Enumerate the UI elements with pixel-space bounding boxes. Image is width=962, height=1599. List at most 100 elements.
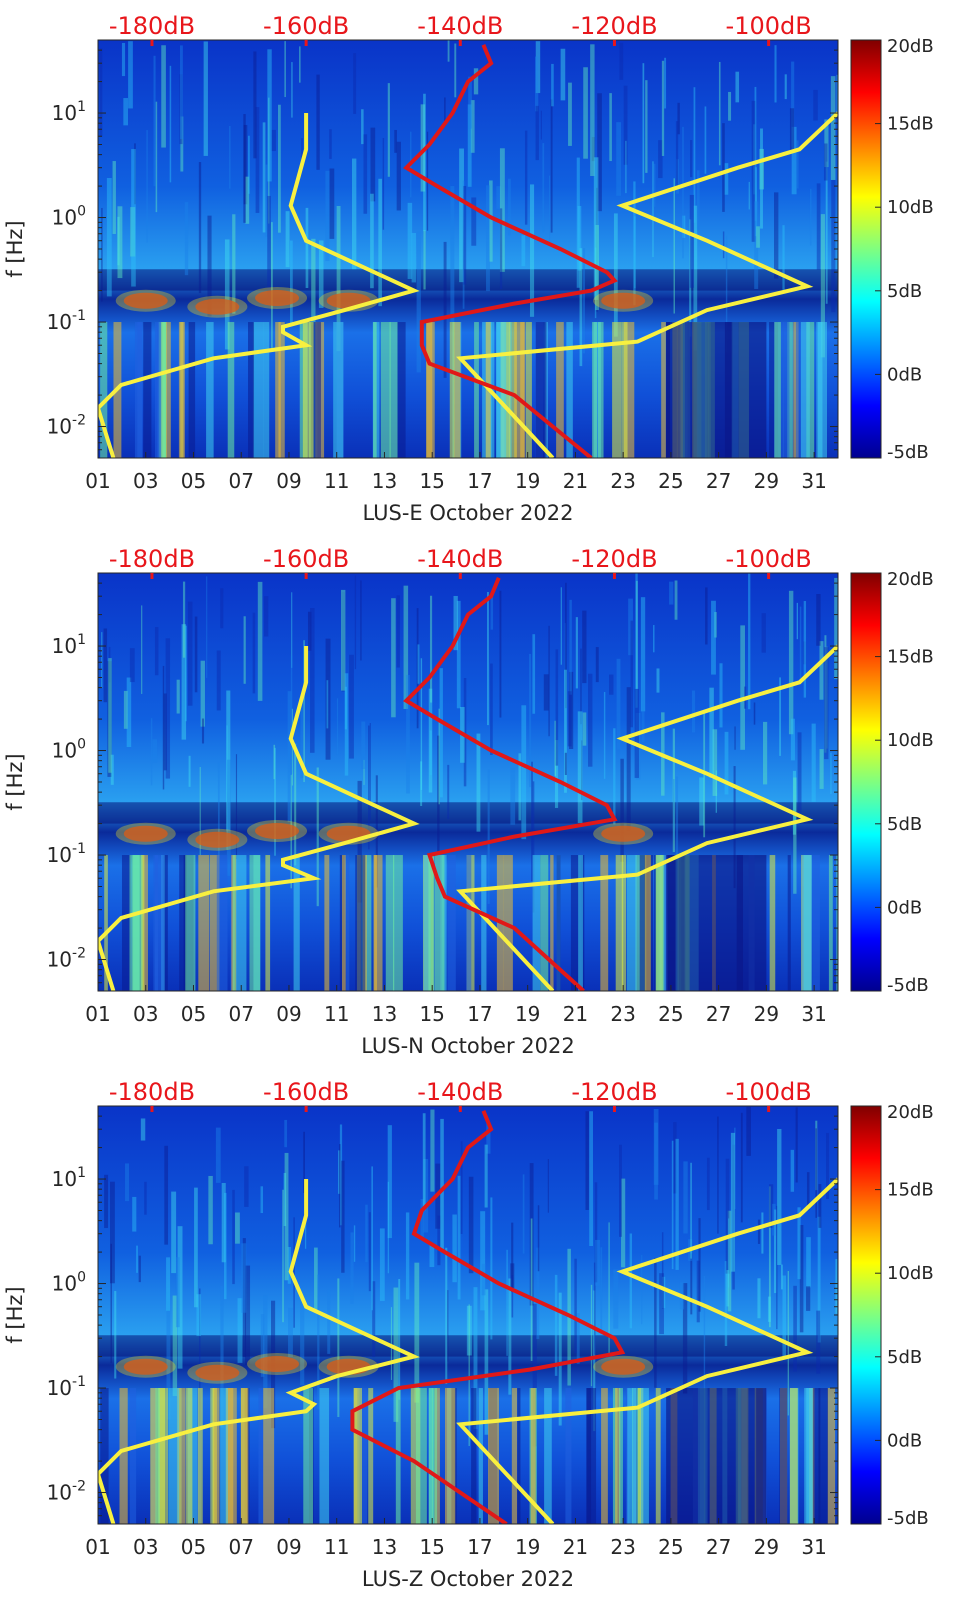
y-tick-label: 10-1 — [47, 308, 86, 334]
top-db-label: -100dB — [726, 12, 812, 40]
colorbar — [850, 1105, 882, 1525]
x-tick-label: 25 — [658, 1535, 683, 1559]
x-axis-title: LUS-N October 2022 — [361, 1034, 574, 1058]
x-tick-label: 25 — [658, 1002, 683, 1026]
x-tick-label: 15 — [419, 1535, 444, 1559]
x-tick-label: 29 — [754, 1002, 779, 1026]
top-db-label: -180dB — [109, 545, 195, 573]
x-tick-label: 13 — [372, 1535, 397, 1559]
x-tick-label: 27 — [706, 469, 731, 493]
top-db-label: -100dB — [726, 1078, 812, 1106]
y-axis-title: f [Hz] — [3, 753, 27, 810]
y-tick-label: 100 — [52, 204, 86, 230]
x-tick-label: 09 — [276, 469, 301, 493]
x-tick-label: 03 — [133, 1002, 158, 1026]
y-axis-title: f [Hz] — [3, 220, 27, 277]
x-tick-label: 05 — [181, 469, 206, 493]
red-curve — [403, 577, 618, 991]
colorbar-label: 20dB — [887, 1102, 934, 1123]
colorbar-label: 15dB — [887, 647, 934, 668]
top-db-label: -160dB — [263, 1078, 349, 1106]
colorbar-label: 0dB — [887, 897, 922, 918]
colorbar — [850, 572, 882, 992]
x-tick-label: 09 — [276, 1002, 301, 1026]
x-tick-label: 07 — [228, 1002, 253, 1026]
top-db-label: -100dB — [726, 545, 812, 573]
colorbar-label: -5dB — [887, 442, 929, 463]
x-tick-label: 07 — [228, 1535, 253, 1559]
red-curve — [350, 1110, 626, 1524]
x-tick-label: 09 — [276, 1535, 301, 1559]
colorbar-label: 5dB — [887, 281, 922, 302]
panel-2: 01 03 05 07 09 11 13 15 17 19 21 23 25 27 29 31 LUS-Z Oc… — [3, 1078, 934, 1591]
x-tick-label: 17 — [467, 1535, 492, 1559]
x-tick-label: 23 — [610, 1002, 635, 1026]
x-tick-label: 19 — [515, 1535, 540, 1559]
y-tick-label: 101 — [52, 632, 86, 658]
top-db-label: -180dB — [109, 1078, 195, 1106]
x-tick-label: 15 — [419, 1002, 444, 1026]
y-tick-label: 10-2 — [47, 413, 86, 439]
x-tick-label: 19 — [515, 1002, 540, 1026]
y-tick-label: 10-2 — [47, 946, 86, 972]
x-tick-label: 01 — [85, 1535, 110, 1559]
x-axis-title: LUS-Z October 2022 — [362, 1567, 574, 1591]
yellow-curve-high — [456, 644, 838, 991]
panel-1: 01 03 05 07 09 11 13 15 17 19 21 23 25 27 29 31 LUS-N Oc… — [3, 545, 934, 1058]
spectrogram-image — [98, 1106, 838, 1524]
spectrogram-image — [98, 40, 838, 458]
x-tick-label: 23 — [610, 469, 635, 493]
top-db-label: -140dB — [417, 545, 503, 573]
colorbar-label: 0dB — [887, 364, 922, 385]
top-db-label: -140dB — [417, 12, 503, 40]
colorbar-label: 10dB — [887, 1263, 934, 1284]
x-tick-label: 27 — [706, 1535, 731, 1559]
x-tick-label: 21 — [563, 469, 588, 493]
x-tick-label: 13 — [372, 469, 397, 493]
x-tick-label: 19 — [515, 469, 540, 493]
x-tick-label: 15 — [419, 469, 444, 493]
y-tick-label: 101 — [52, 1165, 86, 1191]
x-tick-label: 31 — [801, 469, 826, 493]
x-tick-label: 21 — [563, 1535, 588, 1559]
x-tick-label: 31 — [801, 1535, 826, 1559]
colorbar-label: 15dB — [887, 114, 934, 135]
y-tick-label: 10-1 — [47, 841, 86, 867]
y-tick-label: 101 — [52, 99, 86, 125]
x-tick-label: 31 — [801, 1002, 826, 1026]
y-axis-title: f [Hz] — [3, 1286, 27, 1343]
panel-0: 01 03 05 07 09 11 13 15 17 19 21 23 25 27 29 31 LUS-E Oc… — [3, 12, 934, 525]
x-tick-label: 11 — [324, 1002, 349, 1026]
x-tick-label: 11 — [324, 469, 349, 493]
colorbar-label: 0dB — [887, 1430, 922, 1451]
colorbar-label: -5dB — [887, 1508, 929, 1529]
x-tick-label: 01 — [85, 1002, 110, 1026]
x-tick-label: 11 — [324, 1535, 349, 1559]
top-db-label: -120dB — [571, 545, 657, 573]
top-db-label: -180dB — [109, 12, 195, 40]
top-db-label: -120dB — [571, 12, 657, 40]
spectrogram-image — [98, 573, 838, 991]
red-curve — [403, 44, 618, 458]
colorbar-label: 10dB — [887, 730, 934, 751]
y-tick-label: 100 — [52, 737, 86, 763]
y-tick-label: 10-1 — [47, 1374, 86, 1400]
colorbar-label: -5dB — [887, 975, 929, 996]
y-tick-label: 10-2 — [47, 1479, 86, 1505]
yellow-curve-low — [98, 1179, 420, 1524]
x-tick-label: 21 — [563, 1002, 588, 1026]
top-db-label: -160dB — [263, 545, 349, 573]
colorbar-label: 10dB — [887, 197, 934, 218]
top-db-label: -140dB — [417, 1078, 503, 1106]
x-tick-label: 03 — [133, 1535, 158, 1559]
x-axis-title: LUS-E October 2022 — [362, 501, 573, 525]
top-db-label: -160dB — [263, 12, 349, 40]
colorbar-label: 20dB — [887, 569, 934, 590]
x-tick-label: 03 — [133, 469, 158, 493]
yellow-curve-low — [98, 646, 420, 991]
colorbar-label: 20dB — [887, 36, 934, 57]
x-tick-label: 23 — [610, 1535, 635, 1559]
colorbar-label: 15dB — [887, 1180, 934, 1201]
colorbar-label: 5dB — [887, 1347, 922, 1368]
